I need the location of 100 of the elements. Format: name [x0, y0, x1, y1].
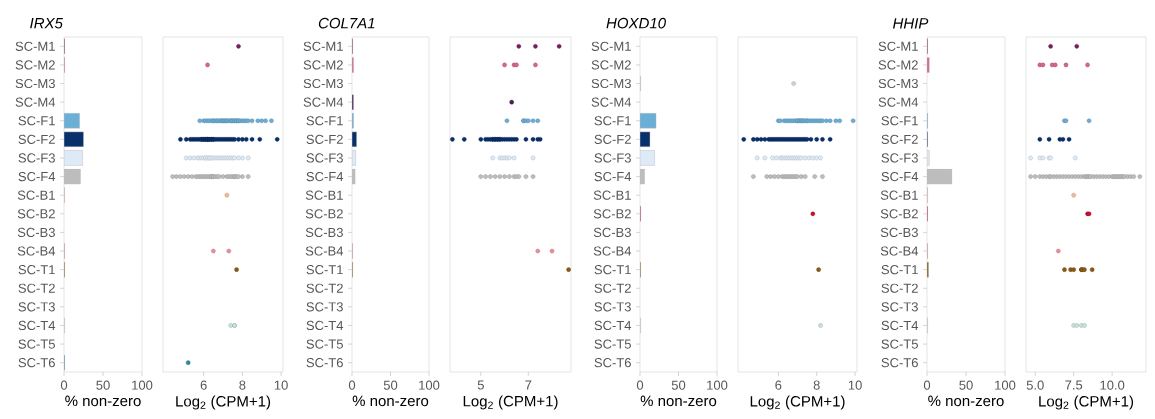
x-tick-label: 8 [813, 380, 820, 390]
y-tick-label: SC-F1 [881, 116, 918, 126]
y-tick-label: SC-F1 [594, 116, 631, 126]
y-tick-label: SC-T1 [594, 265, 631, 275]
x-axis-title: % non-zero [65, 395, 141, 407]
x-tick-label: 7 [525, 380, 532, 390]
x-axis-title: % non-zero [352, 395, 429, 407]
y-tick-label: SC-F3 [594, 153, 631, 163]
y-tick-label: SC-T4 [18, 320, 56, 331]
y-tick-label: SC-M3 [878, 78, 918, 89]
y-tick-label: SC-M4 [303, 97, 344, 107]
y-tick-label: SC-T5 [18, 339, 55, 349]
x-tick-label: 5.0 [1026, 380, 1044, 390]
x-tick-label: 10 [848, 380, 862, 390]
x-axis-title: % non-zero [928, 395, 1004, 407]
y-tick-label: SC-T6 [306, 358, 343, 368]
x-axis-title: Log$_{2}$ (CPM+1) [750, 395, 845, 410]
x-tick-label: 7.5 [1065, 380, 1083, 390]
y-tick-label: SC-T4 [306, 320, 344, 331]
y-tick-label: SC-T4 [594, 320, 632, 331]
y-tick-label: SC-T2 [18, 283, 55, 293]
y-tick-label: SC-T1 [306, 265, 343, 275]
y-tick-label: SC-B3 [593, 227, 631, 238]
y-tick-label: SC-M4 [15, 97, 56, 107]
x-tick-label: 6 [200, 380, 207, 390]
y-tick-label: SC-B2 [880, 209, 918, 219]
y-tick-label: SC-T3 [306, 302, 343, 312]
y-tick-label: SC-M1 [15, 41, 55, 51]
x-tick-label: 50 [671, 380, 686, 390]
y-tick-label: SC-T3 [594, 302, 631, 312]
y-tick-label: SC-T2 [594, 283, 631, 293]
y-tick-label: SC-F2 [18, 134, 55, 144]
y-tick-label: SC-B3 [880, 227, 918, 238]
y-tick-label: SC-B1 [17, 190, 55, 200]
y-tick-label: SC-M1 [591, 41, 631, 51]
chart-title: HOXD10 [606, 17, 666, 29]
y-tick-label: SC-F3 [18, 153, 55, 163]
y-tick-label: SC-B2 [17, 209, 55, 219]
y-tick-label: SC-T6 [18, 358, 55, 368]
y-tick-label: SC-F3 [306, 153, 343, 163]
y-tick-label: SC-B4 [305, 246, 344, 256]
y-tick-label: SC-T5 [306, 339, 343, 349]
y-tick-label: SC-M1 [878, 41, 918, 51]
y-tick-label: SC-B2 [593, 209, 631, 219]
y-tick-label: SC-T1 [881, 265, 918, 275]
x-tick-label: 100 [132, 380, 153, 390]
y-tick-label: SC-B4 [593, 246, 632, 256]
y-tick-label: SC-F1 [18, 116, 55, 126]
y-tick-label: SC-F4 [306, 171, 344, 182]
x-tick-label: 5 [477, 380, 484, 390]
x-tick-label: 6 [775, 380, 782, 390]
y-tick-label: SC-M4 [591, 97, 632, 107]
x-tick-label: 100 [707, 380, 728, 390]
x-tick-label: 10 [274, 380, 288, 390]
x-axis-title: Log$_{2}$ (CPM+1) [1039, 395, 1134, 410]
x-axis-title: % non-zero [640, 395, 717, 407]
y-tick-label: SC-T2 [881, 283, 918, 293]
x-tick-label: 50 [96, 380, 110, 390]
chart-title: IRX5 [30, 18, 63, 29]
y-tick-label: SC-F4 [18, 171, 56, 182]
y-tick-label: SC-F3 [881, 153, 918, 163]
x-tick-label: 0 [348, 380, 356, 390]
y-tick-label: SC-F4 [594, 171, 632, 182]
y-tick-label: SC-M4 [878, 97, 919, 107]
x-tick-label: 0 [636, 380, 644, 390]
y-tick-label: SC-T5 [594, 339, 631, 349]
x-tick-label: 100 [995, 380, 1016, 390]
y-tick-label: SC-M1 [303, 41, 343, 51]
y-tick-label: SC-B4 [880, 246, 919, 256]
y-tick-label: SC-T6 [881, 358, 918, 368]
y-tick-label: SC-B2 [305, 209, 343, 219]
x-tick-label: 0 [923, 380, 931, 390]
y-tick-label: SC-T2 [306, 283, 343, 293]
y-tick-label: SC-B1 [880, 190, 918, 200]
chart-title: COL7A1 [318, 17, 375, 29]
y-tick-label: SC-M2 [591, 60, 631, 70]
y-tick-label: SC-T6 [594, 358, 631, 368]
x-tick-label: 10.0 [1100, 380, 1125, 390]
y-tick-label: SC-F2 [306, 134, 343, 144]
y-tick-label: SC-M3 [15, 78, 55, 89]
y-tick-label: SC-F4 [881, 171, 919, 182]
y-tick-label: SC-M3 [591, 78, 631, 89]
y-tick-label: SC-F1 [306, 116, 343, 126]
x-tick-label: 8 [239, 380, 246, 390]
y-tick-label: SC-B3 [305, 227, 343, 238]
x-axis-title: Log$_{2}$ (CPM+1) [463, 395, 558, 410]
y-tick-label: SC-T4 [881, 320, 919, 331]
x-tick-label: 100 [419, 380, 440, 390]
y-tick-label: SC-F2 [881, 134, 918, 144]
y-tick-label: SC-B3 [17, 227, 55, 238]
chart-title: HHIP [892, 18, 929, 29]
y-tick-label: SC-T5 [881, 339, 918, 349]
y-tick-label: SC-M2 [15, 60, 55, 70]
y-tick-label: SC-T3 [18, 302, 55, 312]
y-tick-label: SC-B4 [17, 246, 56, 256]
x-axis-title: Log$_{2}$ (CPM+1) [176, 395, 271, 410]
y-tick-label: SC-M3 [303, 78, 343, 89]
x-tick-label: 50 [959, 380, 973, 390]
y-tick-label: SC-F2 [594, 134, 631, 144]
x-tick-label: 50 [383, 380, 398, 390]
